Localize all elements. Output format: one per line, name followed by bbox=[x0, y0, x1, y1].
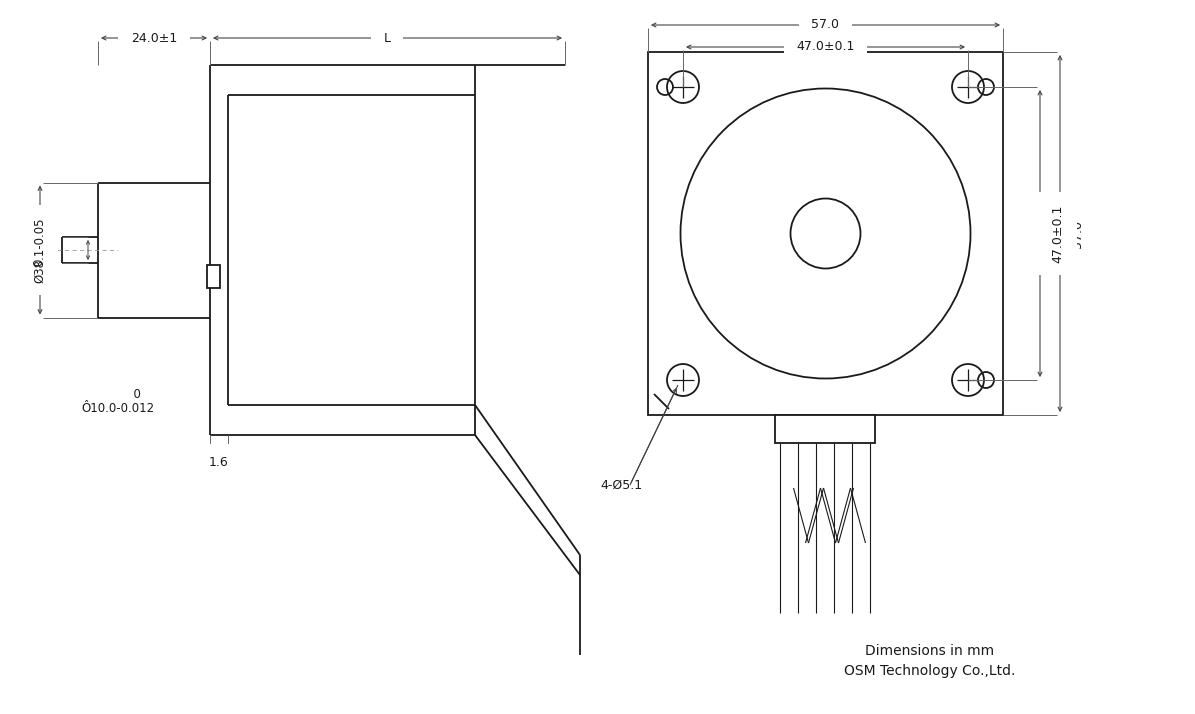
Text: 57.0: 57.0 bbox=[1072, 219, 1085, 248]
Text: 0: 0 bbox=[96, 388, 141, 401]
Text: L: L bbox=[384, 31, 391, 44]
Bar bbox=[648, 52, 1003, 415]
Text: Ô10.0-0.012: Ô10.0-0.012 bbox=[81, 403, 154, 416]
Text: 47.0±0.1: 47.0±0.1 bbox=[796, 41, 854, 54]
Text: 4-Ø5.1: 4-Ø5.1 bbox=[600, 478, 642, 491]
Bar bbox=[776, 415, 876, 443]
Text: 57.0: 57.0 bbox=[811, 19, 840, 31]
Bar bbox=[207, 265, 220, 288]
Text: 47.0±0.1: 47.0±0.1 bbox=[1052, 204, 1065, 263]
Text: 24.0±1: 24.0±1 bbox=[131, 31, 177, 44]
Text: OSM Technology Co.,Ltd.: OSM Technology Co.,Ltd. bbox=[845, 664, 1016, 678]
Text: 0: 0 bbox=[33, 259, 47, 296]
Text: Ø38.1-0.05: Ø38.1-0.05 bbox=[33, 217, 47, 283]
Text: 1.6: 1.6 bbox=[209, 456, 229, 470]
Text: Dimensions in mm: Dimensions in mm bbox=[865, 644, 994, 658]
